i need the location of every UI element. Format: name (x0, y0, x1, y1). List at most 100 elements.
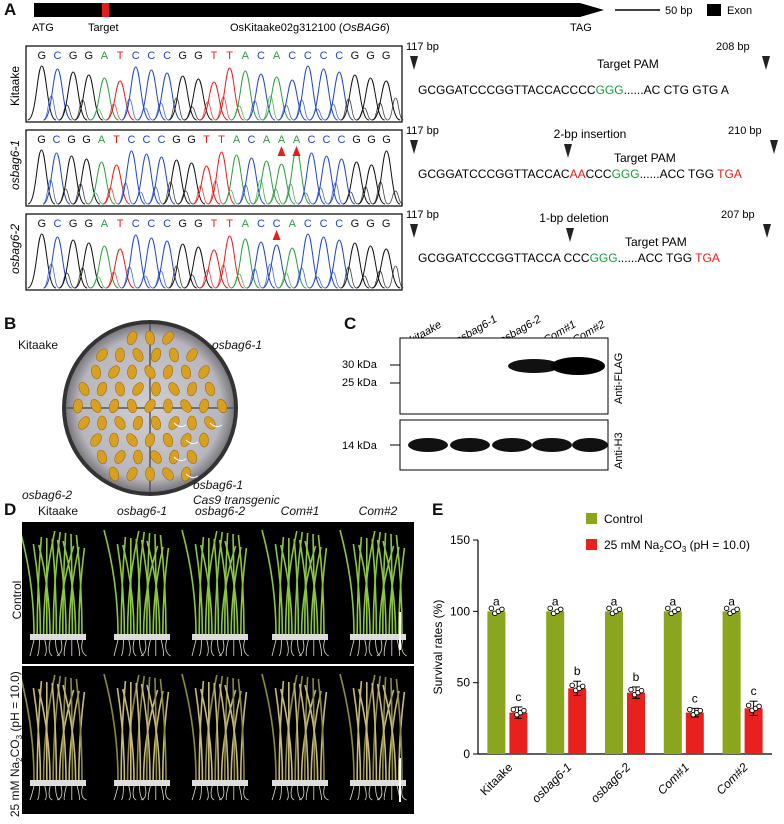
data-point (569, 682, 575, 689)
base-call: C (54, 218, 62, 230)
legend-swatch-control (586, 513, 597, 524)
data-point (616, 606, 623, 613)
gene-structure-diagram: ATG Target OsKitaake02g312100 (OsBAG6) T… (32, 3, 752, 34)
data-point (665, 605, 671, 612)
base-call: A (233, 134, 241, 146)
legend-swatch-treatment (586, 539, 597, 550)
base-call: A (98, 134, 106, 146)
base-call: T (226, 50, 233, 62)
data-point (499, 606, 505, 613)
exon-legend-label: Exon (727, 5, 752, 17)
exon-bar (34, 3, 604, 17)
plant-treated-2 (103, 673, 171, 801)
genotype-label-2: osbag6-1 (116, 504, 168, 518)
base-call: G (366, 50, 375, 62)
base-call: G (382, 218, 391, 230)
data-point (697, 707, 704, 714)
plate-label-kitaake: Kitaake (18, 338, 59, 352)
base-call: C (257, 50, 265, 62)
x-tick-label: osbag6-2 (588, 760, 634, 806)
base-call: G (367, 134, 376, 146)
significance-letter: b (633, 670, 640, 684)
mutation-arrow (292, 146, 301, 156)
base-call: G (38, 50, 47, 62)
bar-control-4 (663, 611, 682, 754)
bar-control-1 (487, 611, 506, 754)
antibody-h3: Anti-H3 (613, 432, 625, 469)
bp-left: 117 bp (406, 42, 439, 53)
base-call: C (132, 218, 140, 230)
significance-letter: c (692, 691, 698, 705)
plant-control-3 (181, 529, 249, 657)
base-call: C (273, 218, 281, 230)
base-call: A (293, 134, 301, 146)
plant-control-4 (261, 529, 329, 657)
x-tick-label: Com#1 (655, 760, 692, 797)
base-call: A (273, 50, 281, 62)
base-call: T (117, 218, 124, 230)
base-call: C (335, 218, 343, 230)
base-call: G (194, 50, 203, 62)
base-call: T (113, 134, 120, 146)
plant-control-1 (22, 530, 87, 657)
bar-treatment-4 (685, 712, 704, 754)
mutation-label: 1-bp deletion (539, 211, 608, 225)
base-call: G (351, 50, 360, 62)
base-call: G (69, 218, 78, 230)
bp-right: 207 bp (721, 209, 755, 221)
significance-letter: a (611, 594, 618, 608)
data-point (638, 687, 645, 694)
plant-treated-1 (22, 674, 87, 801)
plant-treated-5 (339, 673, 407, 801)
base-call: C (308, 134, 316, 146)
data-point (521, 707, 527, 714)
base-call: C (143, 134, 151, 146)
base-call: G (178, 50, 187, 62)
significance-letter: a (728, 594, 735, 608)
base-call: T (211, 50, 218, 62)
base-call: C (320, 50, 328, 62)
flag-bands (508, 357, 605, 375)
base-call: C (132, 50, 140, 62)
marker-30: 30 kDa (342, 359, 378, 371)
base-call: C (323, 134, 331, 146)
base-call: G (85, 218, 94, 230)
data-point (510, 706, 517, 713)
plate-label-osbag6-2: osbag6-2 (22, 488, 73, 502)
base-call: A (242, 50, 250, 62)
genotype-label-1: Kitaake (37, 504, 79, 518)
significance-letter: a (552, 594, 559, 608)
target-marker (102, 3, 109, 17)
bp-left: 117 bp (406, 125, 439, 137)
base-call: C (163, 218, 171, 230)
base-call: C (158, 134, 166, 146)
data-point (687, 706, 693, 713)
base-call: G (366, 218, 375, 230)
base-call: C (54, 50, 62, 62)
base-call: C (288, 50, 296, 62)
antibody-flag: Anti-FLAG (613, 353, 625, 404)
genotype-label-5: Com#2 (358, 504, 398, 518)
chromatogram-label-2: osbag6-1 (8, 140, 22, 190)
chromatogram-label-3: osbag6-2 (8, 224, 22, 274)
western-blot: kitaake osbag6-1 osbag6-2 Com#1 Com#2 30… (342, 314, 625, 471)
base-call: T (211, 218, 218, 230)
base-call: A (263, 134, 271, 146)
panel-label-c: C (344, 314, 357, 333)
data-point (723, 605, 730, 612)
legend-label-treatment: 25 mM Na2CO3 (pH = 10.0) (604, 538, 750, 554)
base-call: G (82, 134, 91, 146)
data-point (675, 606, 682, 613)
significance-letter: a (493, 594, 500, 608)
base-call: G (382, 50, 391, 62)
data-point (734, 606, 740, 613)
data-point (547, 605, 553, 612)
base-call: G (382, 134, 391, 146)
bar-treatment-3 (627, 692, 645, 754)
genotype-label-3: osbag6-2 (194, 504, 246, 518)
h3-bands (408, 438, 608, 452)
base-call: A (242, 218, 250, 230)
base-call: C (163, 50, 171, 62)
